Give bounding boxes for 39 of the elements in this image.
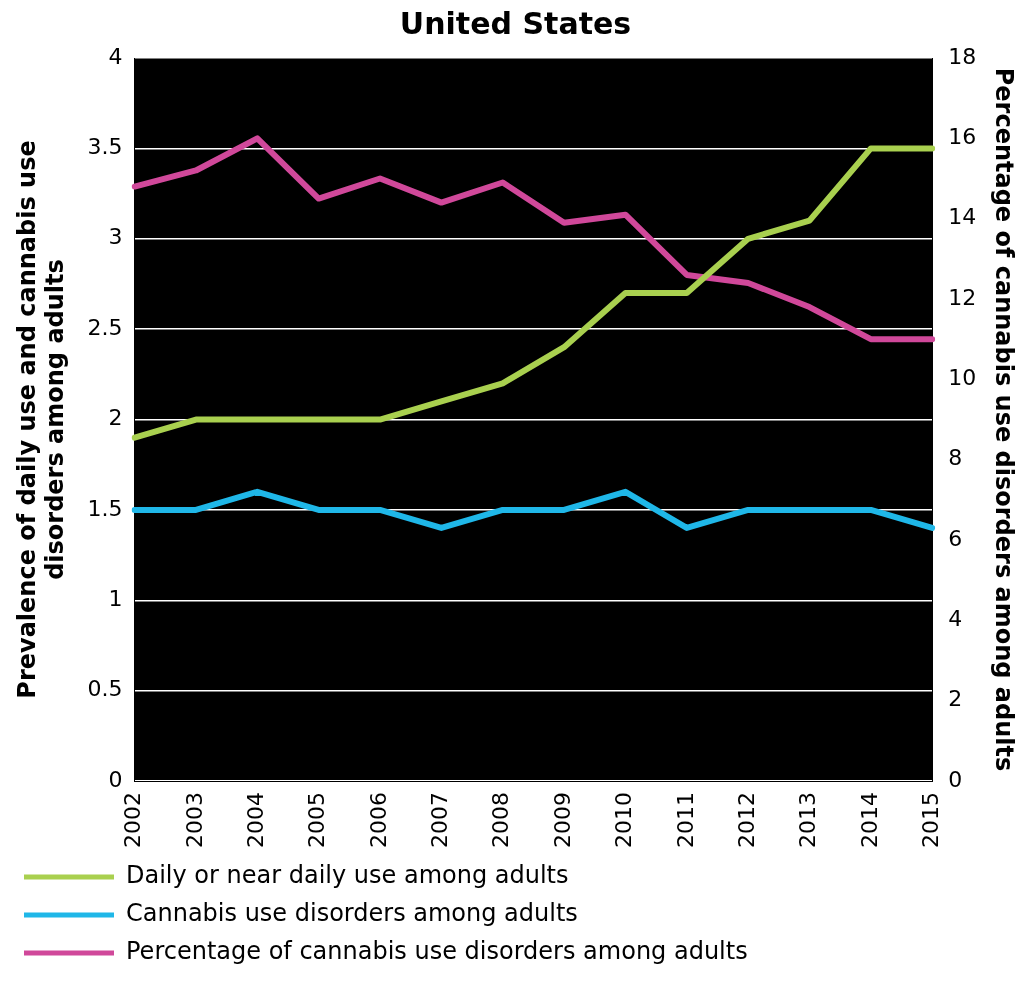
y2-tick-label: 16 <box>948 124 977 150</box>
y-tick-label: 3.5 <box>87 134 123 160</box>
y2-tick-label: 6 <box>948 525 963 551</box>
x-tick-label: 2011 <box>672 792 698 849</box>
x-tick-label: 2004 <box>243 792 269 849</box>
x-tick-label: 2015 <box>917 792 943 849</box>
y-tick-label: 2.5 <box>87 314 123 340</box>
y2-tick-label: 18 <box>948 43 977 69</box>
y2-tick-label: 8 <box>948 445 963 471</box>
y-tick-label: 2 <box>108 405 123 431</box>
x-tick-label: 2014 <box>856 792 882 849</box>
x-tick-label: 2012 <box>733 792 759 849</box>
y-tick-label: 0 <box>108 766 123 792</box>
x-tick-label: 2006 <box>365 792 391 849</box>
chart-title: United States <box>399 5 632 41</box>
legend-label: Cannabis use disorders among adults <box>126 899 578 928</box>
x-tick-label: 2003 <box>181 792 207 849</box>
y-tick-label: 0.5 <box>87 676 123 702</box>
legend-label: Daily or near daily use among adults <box>126 861 569 890</box>
x-tick-label: 2007 <box>427 792 453 849</box>
legend-label: Percentage of cannabis use disorders among adults <box>126 937 748 966</box>
y2-tick-label: 14 <box>948 204 977 230</box>
y2-tick-label: 0 <box>948 766 963 792</box>
x-tick-label: 2005 <box>304 792 330 849</box>
x-tick-label: 2002 <box>120 792 146 849</box>
y-tick-label: 3 <box>108 224 123 250</box>
x-tick-label: 2009 <box>549 792 575 849</box>
y2-tick-label: 12 <box>948 284 977 310</box>
y-axis-title: Prevalence of daily use and cannabis use disorders among adults <box>12 140 70 699</box>
y2-axis-title: Percentage of cannabis use disorders among adults <box>990 67 1019 772</box>
y2-tick-label: 2 <box>948 686 963 712</box>
y2-tick-label: 4 <box>948 606 963 632</box>
x-tick-label: 2010 <box>611 792 637 849</box>
y-tick-label: 1 <box>108 585 123 611</box>
x-tick-label: 2013 <box>795 792 821 849</box>
y-tick-label: 1.5 <box>87 495 123 521</box>
y2-tick-label: 10 <box>948 365 977 391</box>
y-tick-label: 4 <box>108 43 123 69</box>
x-tick-label: 2008 <box>488 792 514 849</box>
